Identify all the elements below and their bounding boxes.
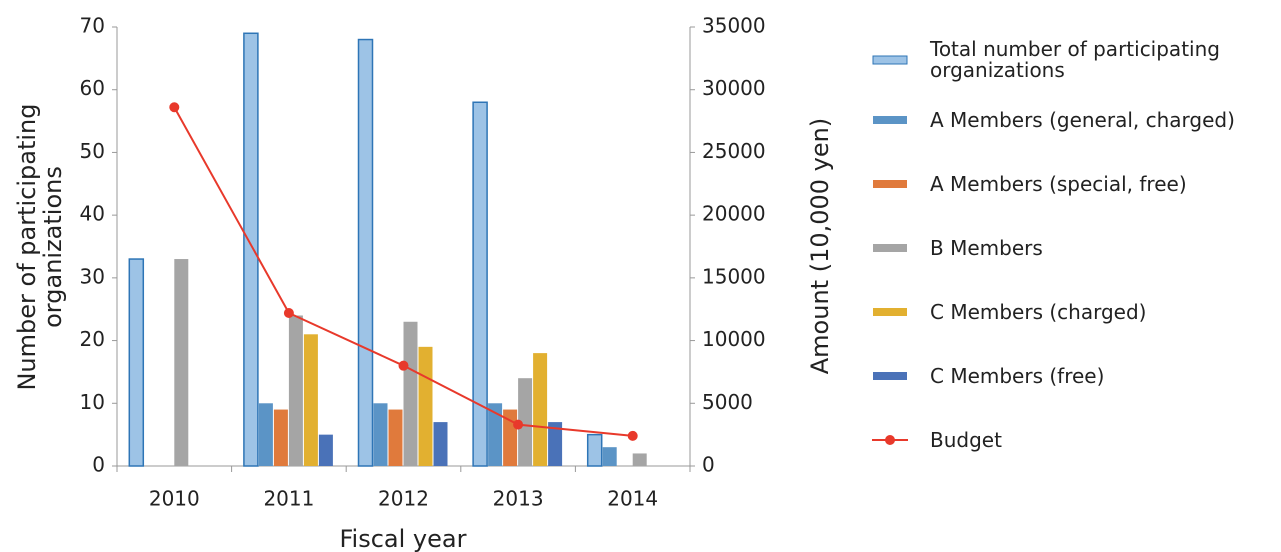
legend-swatch xyxy=(872,55,908,65)
marker xyxy=(627,430,638,441)
legend-rect xyxy=(873,308,907,316)
bar xyxy=(174,259,189,466)
legend-swatch xyxy=(872,435,908,445)
bar xyxy=(632,453,647,466)
bar xyxy=(433,422,448,466)
x-tick-label: 2012 xyxy=(378,487,429,511)
y2-tick-label: 0 xyxy=(702,453,715,477)
bar xyxy=(518,378,533,466)
legend-rect xyxy=(873,180,907,188)
bar xyxy=(548,422,563,466)
bar xyxy=(258,403,273,466)
bar xyxy=(288,315,303,466)
y-tick-label: 40 xyxy=(80,202,105,226)
legend-rect xyxy=(873,372,907,380)
marker xyxy=(283,307,294,318)
x-tick-label: 2010 xyxy=(149,487,200,511)
bar xyxy=(388,409,403,466)
legend-swatch xyxy=(873,372,907,380)
legend-item: C Members (charged) xyxy=(872,290,1281,334)
x-tick-label: 2013 xyxy=(493,487,544,511)
bar xyxy=(418,346,433,466)
legend-item: A Members (special, free) xyxy=(872,162,1281,206)
legend-label: A Members (general, charged) xyxy=(930,107,1235,132)
legend-label: Budget xyxy=(930,427,1002,452)
y2-tick-label: 25000 xyxy=(702,139,766,163)
bar xyxy=(373,403,388,466)
legend-item: C Members (free) xyxy=(872,354,1281,398)
y-tick-label: 10 xyxy=(80,390,105,414)
x-axis-label: Fiscal year xyxy=(339,525,467,552)
legend-item: Total number of participating organizati… xyxy=(872,38,1250,82)
legend-marker xyxy=(885,435,895,445)
bar xyxy=(533,353,548,466)
bar xyxy=(586,433,603,467)
legend-item: A Members (general, charged) xyxy=(872,98,1281,142)
x-tick-label: 2014 xyxy=(607,487,658,511)
legend-swatch xyxy=(873,244,907,252)
legend-label: C Members (charged) xyxy=(930,299,1147,324)
bar xyxy=(488,403,503,466)
bar xyxy=(243,32,259,467)
marker xyxy=(398,360,409,371)
y2-tick-label: 15000 xyxy=(702,264,766,288)
x-tick-label: 2011 xyxy=(263,487,314,511)
legend-rect xyxy=(873,244,907,252)
legend-rect xyxy=(872,55,908,65)
y-axis-label: Number of participating organizations xyxy=(13,103,67,391)
y2-tick-label: 10000 xyxy=(702,327,766,351)
y2-tick-label: 35000 xyxy=(702,14,766,38)
marker xyxy=(169,102,180,113)
legend-swatch xyxy=(873,116,907,124)
y2-tick-label: 5000 xyxy=(702,390,753,414)
y-tick-label: 0 xyxy=(92,453,105,477)
bar xyxy=(128,258,145,467)
legend-label: B Members xyxy=(930,235,1043,260)
legend-swatch xyxy=(873,308,907,316)
bar xyxy=(303,334,318,466)
y2-tick-label: 30000 xyxy=(702,76,766,100)
y-tick-label: 70 xyxy=(80,14,105,38)
legend-rect xyxy=(873,116,907,124)
y2-tick-label: 20000 xyxy=(702,202,766,226)
legend-label: Total number of participating organizati… xyxy=(930,37,1220,82)
marker xyxy=(513,419,524,430)
legend-swatch xyxy=(873,180,907,188)
legend-item: Budget xyxy=(872,418,1281,462)
y-tick-label: 30 xyxy=(80,264,105,288)
legend-label: C Members (free) xyxy=(930,363,1105,388)
y2-axis-label: Amount (10,000 yen) xyxy=(806,117,834,375)
bar xyxy=(472,101,488,467)
bar xyxy=(273,409,288,466)
bar xyxy=(602,447,617,466)
bar xyxy=(318,434,333,466)
bar xyxy=(403,321,418,466)
y-tick-label: 20 xyxy=(80,327,105,351)
legend-item: B Members xyxy=(872,226,1281,270)
bar xyxy=(357,38,374,467)
y-tick-label: 50 xyxy=(80,139,105,163)
legend-label: A Members (special, free) xyxy=(930,171,1187,196)
y-tick-label: 60 xyxy=(80,76,105,100)
